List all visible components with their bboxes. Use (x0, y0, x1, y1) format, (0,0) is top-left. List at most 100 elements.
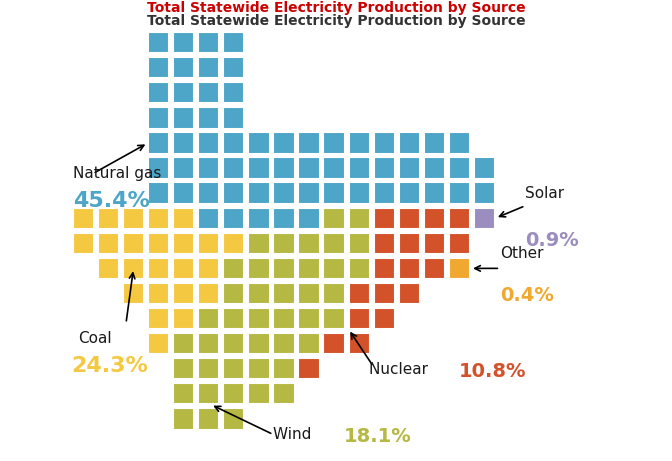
FancyBboxPatch shape (349, 233, 370, 254)
FancyBboxPatch shape (173, 283, 194, 304)
FancyBboxPatch shape (248, 207, 269, 229)
FancyBboxPatch shape (349, 183, 370, 204)
FancyBboxPatch shape (274, 233, 294, 254)
FancyBboxPatch shape (148, 183, 169, 204)
FancyBboxPatch shape (223, 107, 245, 129)
FancyBboxPatch shape (198, 408, 219, 430)
FancyBboxPatch shape (474, 183, 495, 204)
FancyBboxPatch shape (349, 207, 370, 229)
FancyBboxPatch shape (173, 308, 194, 329)
FancyBboxPatch shape (123, 283, 144, 304)
FancyBboxPatch shape (298, 308, 320, 329)
FancyBboxPatch shape (398, 132, 420, 154)
FancyBboxPatch shape (148, 333, 169, 354)
FancyBboxPatch shape (223, 57, 245, 78)
FancyBboxPatch shape (248, 383, 269, 404)
Text: 24.3%: 24.3% (71, 356, 148, 376)
FancyBboxPatch shape (198, 57, 219, 78)
FancyBboxPatch shape (323, 308, 345, 329)
FancyBboxPatch shape (148, 258, 169, 279)
Text: 10.8%: 10.8% (459, 362, 526, 381)
FancyBboxPatch shape (274, 132, 294, 154)
FancyBboxPatch shape (173, 183, 194, 204)
FancyBboxPatch shape (173, 32, 194, 53)
FancyBboxPatch shape (374, 157, 395, 179)
FancyBboxPatch shape (398, 207, 420, 229)
FancyBboxPatch shape (148, 233, 169, 254)
FancyBboxPatch shape (148, 308, 169, 329)
FancyBboxPatch shape (449, 258, 470, 279)
FancyBboxPatch shape (424, 233, 445, 254)
FancyBboxPatch shape (274, 283, 294, 304)
Text: 45.4%: 45.4% (73, 191, 150, 211)
FancyBboxPatch shape (274, 308, 294, 329)
FancyBboxPatch shape (173, 107, 194, 129)
Text: Solar: Solar (526, 186, 564, 201)
FancyBboxPatch shape (449, 183, 470, 204)
FancyBboxPatch shape (298, 233, 320, 254)
FancyBboxPatch shape (398, 183, 420, 204)
FancyBboxPatch shape (223, 358, 245, 379)
Text: Other: Other (500, 246, 544, 261)
FancyBboxPatch shape (198, 308, 219, 329)
FancyBboxPatch shape (374, 183, 395, 204)
FancyBboxPatch shape (449, 157, 470, 179)
FancyBboxPatch shape (349, 157, 370, 179)
FancyBboxPatch shape (274, 207, 294, 229)
FancyBboxPatch shape (223, 308, 245, 329)
FancyBboxPatch shape (374, 258, 395, 279)
Text: Wind: Wind (274, 427, 317, 442)
FancyBboxPatch shape (223, 333, 245, 354)
FancyBboxPatch shape (274, 183, 294, 204)
FancyBboxPatch shape (248, 157, 269, 179)
FancyBboxPatch shape (298, 258, 320, 279)
FancyBboxPatch shape (398, 258, 420, 279)
FancyBboxPatch shape (349, 258, 370, 279)
FancyBboxPatch shape (349, 132, 370, 154)
FancyBboxPatch shape (97, 233, 119, 254)
FancyBboxPatch shape (424, 258, 445, 279)
Text: Nuclear: Nuclear (369, 362, 433, 377)
FancyBboxPatch shape (123, 207, 144, 229)
FancyBboxPatch shape (274, 333, 294, 354)
FancyBboxPatch shape (374, 207, 395, 229)
FancyBboxPatch shape (374, 233, 395, 254)
FancyBboxPatch shape (173, 82, 194, 103)
FancyBboxPatch shape (198, 258, 219, 279)
FancyBboxPatch shape (198, 32, 219, 53)
FancyBboxPatch shape (349, 308, 370, 329)
FancyBboxPatch shape (223, 283, 245, 304)
FancyBboxPatch shape (248, 358, 269, 379)
FancyBboxPatch shape (173, 383, 194, 404)
FancyBboxPatch shape (323, 283, 345, 304)
FancyBboxPatch shape (274, 358, 294, 379)
FancyBboxPatch shape (173, 157, 194, 179)
FancyBboxPatch shape (173, 57, 194, 78)
FancyBboxPatch shape (148, 157, 169, 179)
FancyBboxPatch shape (223, 207, 245, 229)
FancyBboxPatch shape (248, 132, 269, 154)
FancyBboxPatch shape (223, 132, 245, 154)
FancyBboxPatch shape (248, 333, 269, 354)
FancyBboxPatch shape (424, 132, 445, 154)
FancyBboxPatch shape (97, 258, 119, 279)
FancyBboxPatch shape (223, 183, 245, 204)
FancyBboxPatch shape (374, 132, 395, 154)
FancyBboxPatch shape (323, 333, 345, 354)
FancyBboxPatch shape (349, 283, 370, 304)
FancyBboxPatch shape (148, 207, 169, 229)
Text: Natural gas: Natural gas (73, 166, 161, 181)
FancyBboxPatch shape (274, 258, 294, 279)
FancyBboxPatch shape (198, 383, 219, 404)
FancyBboxPatch shape (123, 233, 144, 254)
FancyBboxPatch shape (248, 283, 269, 304)
FancyBboxPatch shape (274, 157, 294, 179)
FancyBboxPatch shape (398, 283, 420, 304)
FancyBboxPatch shape (198, 132, 219, 154)
FancyBboxPatch shape (173, 233, 194, 254)
FancyBboxPatch shape (173, 358, 194, 379)
Text: 0.9%: 0.9% (526, 231, 579, 250)
FancyBboxPatch shape (73, 207, 94, 229)
FancyBboxPatch shape (424, 207, 445, 229)
Title: Total Statewide Electricity Production by Source: Total Statewide Electricity Production b… (146, 1, 526, 15)
